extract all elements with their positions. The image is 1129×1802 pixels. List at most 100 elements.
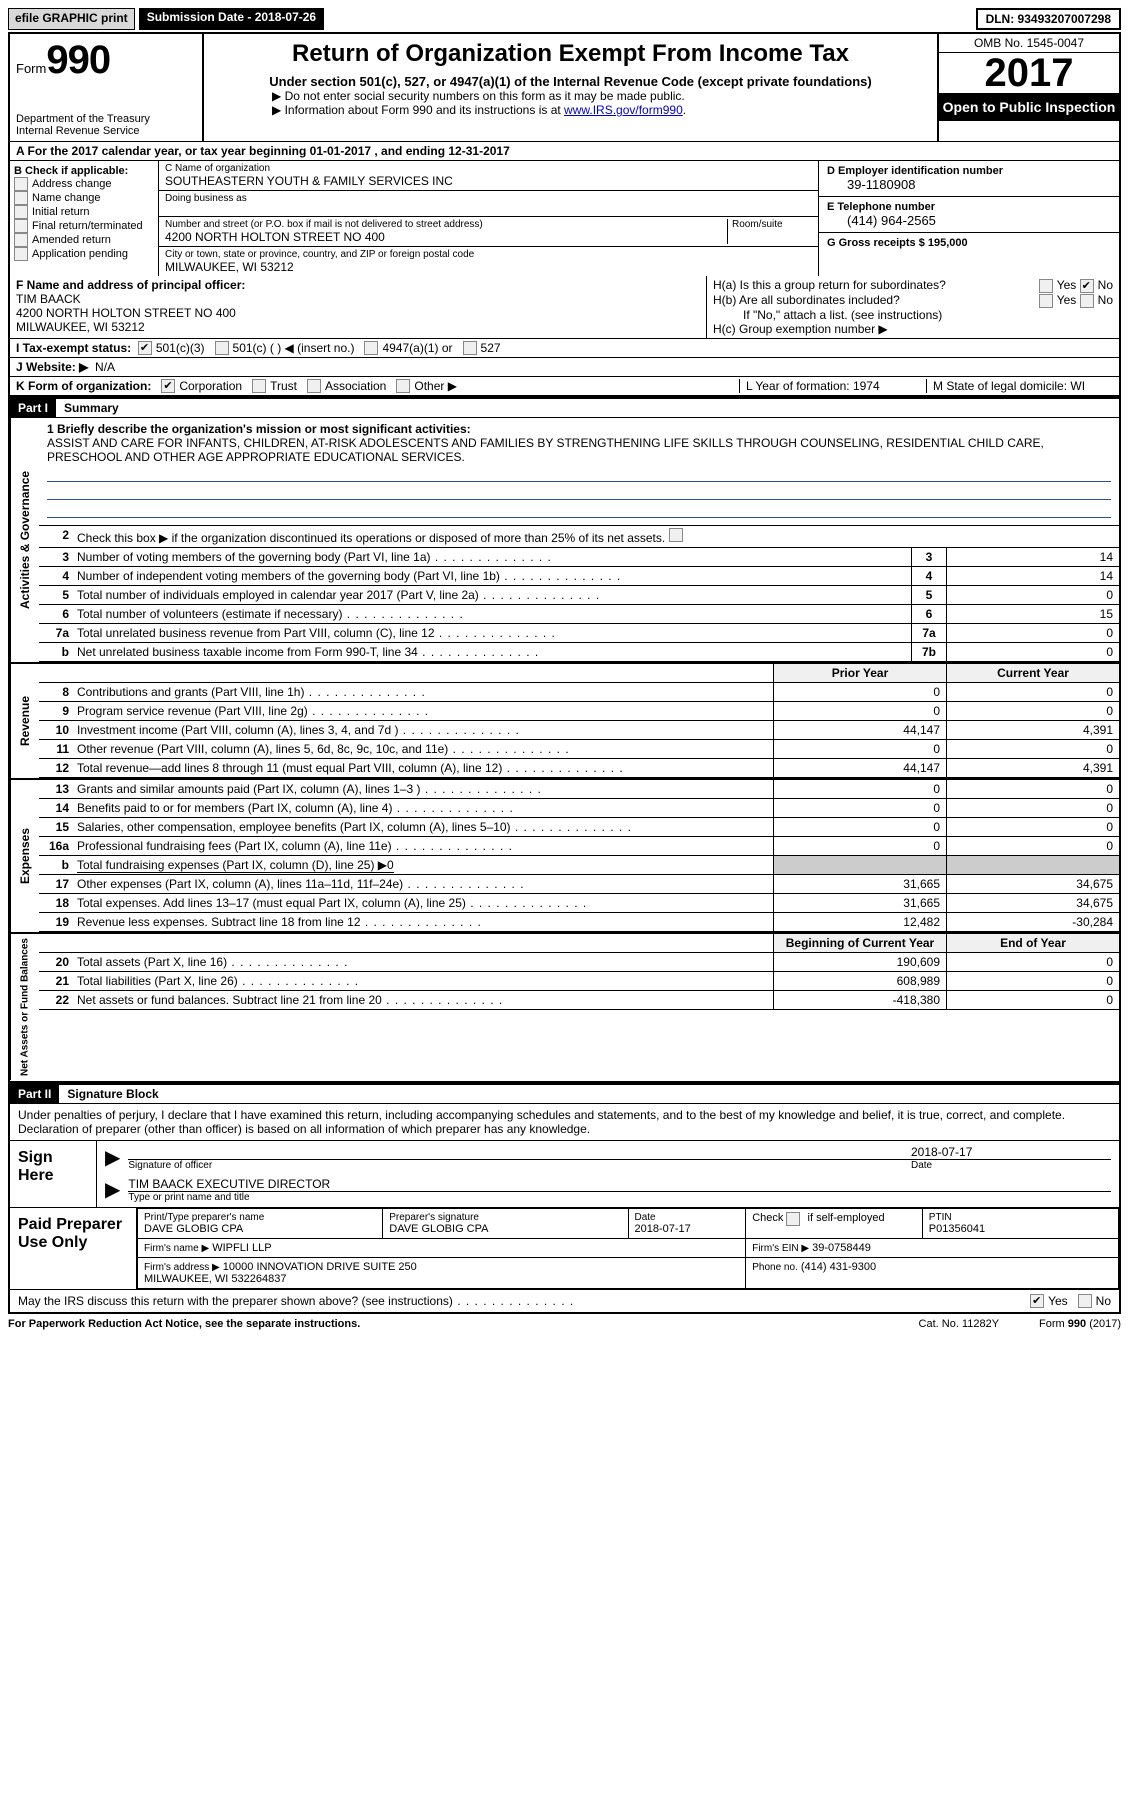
page-footer: For Paperwork Reduction Act Notice, see … — [8, 1314, 1121, 1330]
sig-date: 2018-07-17 — [911, 1145, 1111, 1159]
cb-501c[interactable] — [215, 341, 229, 355]
cb-assoc[interactable] — [307, 379, 321, 393]
prep-date: 2018-07-17 — [635, 1223, 740, 1235]
tax-year: 2017 — [939, 53, 1119, 93]
city-label: City or town, state or province, country… — [165, 249, 812, 260]
line-22: 22Net assets or fund balances. Subtract … — [39, 991, 1119, 1010]
arrow-icon-2: ▶ — [105, 1177, 120, 1203]
firm-ein: 39-0758449 — [812, 1242, 871, 1254]
line-4: 4Number of independent voting members of… — [39, 567, 1119, 586]
row-i: I Tax-exempt status: 501(c)(3) 501(c) ( … — [8, 339, 1121, 358]
row-j: J Website: ▶ N/A — [8, 358, 1121, 377]
phone-label: E Telephone number — [827, 201, 1111, 213]
line-13: 13Grants and similar amounts paid (Part … — [39, 780, 1119, 799]
twocol-header: Prior YearCurrent Year — [39, 664, 1119, 683]
form-header: Form990 Department of the Treasury Inter… — [8, 32, 1121, 141]
checkbox-amended[interactable] — [14, 233, 28, 247]
prep-name: DAVE GLOBIG CPA — [144, 1223, 376, 1235]
hb-yes[interactable] — [1039, 294, 1053, 308]
note-1: ▶ Do not enter social security numbers o… — [212, 89, 929, 103]
mission-text: ASSIST AND CARE FOR INFANTS, CHILDREN, A… — [47, 436, 1111, 464]
tab-governance: Activities & Governance — [10, 418, 39, 662]
discuss-no[interactable] — [1078, 1294, 1092, 1308]
tab-revenue: Revenue — [10, 664, 39, 778]
line-12: 12Total revenue—add lines 8 through 11 (… — [39, 759, 1119, 778]
penalties-text: Under penalties of perjury, I declare th… — [10, 1104, 1119, 1141]
submission-date: Submission Date - 2018-07-26 — [139, 8, 324, 30]
checkbox-address-change[interactable] — [14, 177, 28, 191]
line-19: 19Revenue less expenses. Subtract line 1… — [39, 913, 1119, 932]
ha-no[interactable] — [1080, 279, 1094, 293]
check-self-employed: Check if self-employed — [752, 1212, 884, 1224]
form-subtitle: Under section 501(c), 527, or 4947(a)(1)… — [212, 74, 929, 89]
line-7a: 7aTotal unrelated business revenue from … — [39, 624, 1119, 643]
ein-value: 39-1180908 — [827, 177, 1111, 192]
checkbox-final-return[interactable] — [14, 219, 28, 233]
cb-527[interactable] — [463, 341, 477, 355]
checkbox-application-pending[interactable] — [14, 247, 28, 261]
line-11: 11Other revenue (Part VIII, column (A), … — [39, 740, 1119, 759]
checkbox-name-change[interactable] — [14, 191, 28, 205]
gross-receipts: G Gross receipts $ 195,000 — [827, 237, 1111, 249]
cb-discontinued[interactable] — [669, 528, 683, 542]
line-3: 3Number of voting members of the governi… — [39, 548, 1119, 567]
officer-addr2: MILWAUKEE, WI 53212 — [16, 320, 700, 334]
line-2: 2Check this box ▶ if the organization di… — [39, 526, 1119, 548]
cb-trust[interactable] — [252, 379, 266, 393]
open-to-public: Open to Public Inspection — [939, 93, 1119, 121]
org-name: SOUTHEASTERN YOUTH & FAMILY SERVICES INC — [165, 174, 812, 188]
tab-expenses: Expenses — [10, 780, 39, 932]
line-10: 10Investment income (Part VIII, column (… — [39, 721, 1119, 740]
part-1-header: Part ISummary — [8, 397, 1121, 418]
net-header: Beginning of Current YearEnd of Year — [39, 934, 1119, 953]
paperwork-notice: For Paperwork Reduction Act Notice, see … — [8, 1318, 879, 1330]
prep-sig: DAVE GLOBIG CPA — [389, 1223, 621, 1235]
line-21: 21Total liabilities (Part X, line 26) 60… — [39, 972, 1119, 991]
state-domicile: M State of legal domicile: WI — [926, 379, 1113, 393]
row-k: K Form of organization: Corporation Trus… — [8, 377, 1121, 398]
line-8: 8Contributions and grants (Part VIII, li… — [39, 683, 1119, 702]
officer-name: TIM BAACK — [16, 292, 700, 306]
officer-label: F Name and address of principal officer: — [16, 278, 700, 292]
mission-block: 1 Briefly describe the organization's mi… — [39, 418, 1119, 526]
checkbox-initial-return[interactable] — [14, 205, 28, 219]
hb-no[interactable] — [1080, 294, 1094, 308]
discuss-row: May the IRS discuss this return with the… — [10, 1290, 1119, 1313]
cb-corp[interactable] — [161, 379, 175, 393]
date-label: Date — [911, 1160, 1111, 1171]
org-name-label: C Name of organization — [165, 163, 812, 174]
sign-here-label: Sign Here — [10, 1141, 97, 1207]
city-value: MILWAUKEE, WI 53212 — [165, 260, 812, 274]
officer-name-title: TIM BAACK EXECUTIVE DIRECTOR — [128, 1177, 1111, 1192]
phone-value: (414) 964-2565 — [827, 213, 1111, 228]
dept-treasury: Department of the Treasury — [16, 113, 196, 125]
line-9: 9Program service revenue (Part VIII, lin… — [39, 702, 1119, 721]
note-2: ▶ Information about Form 990 and its ins… — [212, 103, 929, 117]
part-2-header: Part IISignature Block — [8, 1083, 1121, 1104]
line-b: bNet unrelated business taxable income f… — [39, 643, 1119, 662]
firm-phone: (414) 431-9300 — [801, 1261, 876, 1273]
line-5: 5Total number of individuals employed in… — [39, 586, 1119, 605]
paid-preparer-label: Paid Preparer Use Only — [10, 1208, 137, 1289]
irs-link[interactable]: www.IRS.gov/form990 — [564, 103, 683, 117]
row-f-h: F Name and address of principal officer:… — [8, 276, 1121, 339]
year-formation: L Year of formation: 1974 — [739, 379, 926, 393]
line-16a: 16aProfessional fundraising fees (Part I… — [39, 837, 1119, 856]
cb-501c3[interactable] — [138, 341, 152, 355]
street-label: Number and street (or P.O. box if mail i… — [165, 219, 727, 230]
room-label: Room/suite — [732, 219, 812, 230]
cb-4947[interactable] — [364, 341, 378, 355]
cb-other[interactable] — [396, 379, 410, 393]
firm-name: WIPFLI LLP — [212, 1242, 271, 1254]
ptin: P01356041 — [929, 1223, 1112, 1235]
line-6: 6Total number of volunteers (estimate if… — [39, 605, 1119, 624]
ha-yes[interactable] — [1039, 279, 1053, 293]
preparer-table: Print/Type preparer's nameDAVE GLOBIG CP… — [137, 1208, 1119, 1289]
discuss-yes[interactable] — [1030, 1294, 1044, 1308]
line-17: 17Other expenses (Part IX, column (A), l… — [39, 875, 1119, 894]
efile-print-button[interactable]: efile GRAPHIC print — [8, 8, 135, 30]
officer-addr1: 4200 NORTH HOLTON STREET NO 400 — [16, 306, 700, 320]
section-b: B Check if applicable: Address change Na… — [10, 161, 159, 276]
line-14: 14Benefits paid to or for members (Part … — [39, 799, 1119, 818]
row-a-tax-year: A For the 2017 calendar year, or tax yea… — [8, 141, 1121, 161]
